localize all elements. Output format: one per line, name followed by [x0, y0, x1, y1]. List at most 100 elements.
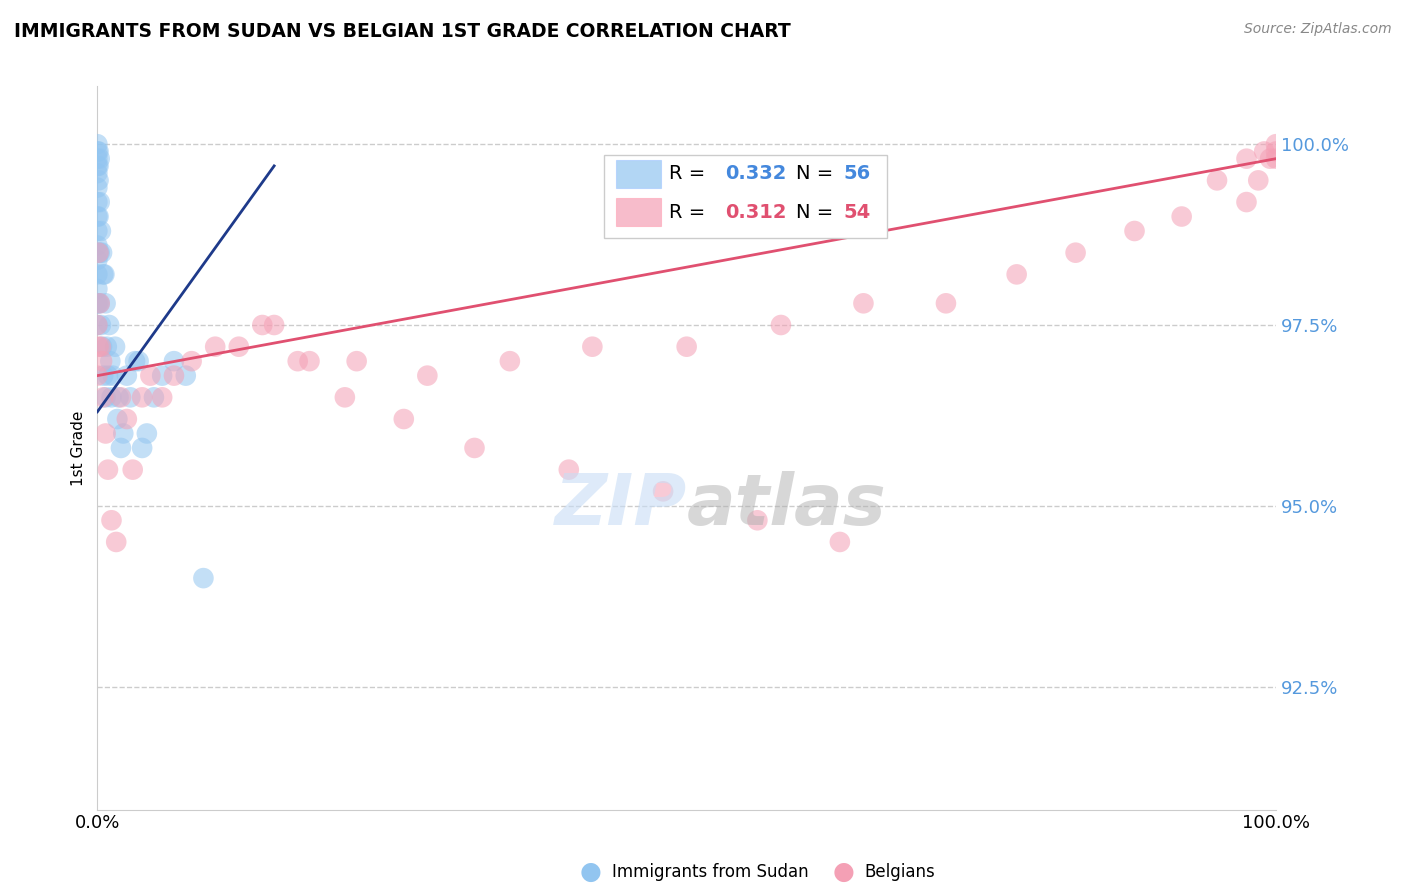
Point	[105, 535, 128, 549]
Point	[131, 390, 153, 404]
Point	[1236, 152, 1258, 166]
Point	[135, 426, 157, 441]
Point	[107, 390, 129, 404]
Point	[852, 296, 875, 310]
Point	[91, 390, 114, 404]
Point	[558, 463, 581, 477]
Point	[142, 390, 165, 404]
Point	[252, 318, 274, 332]
Point	[90, 224, 112, 238]
Point	[87, 173, 110, 187]
Point	[204, 340, 226, 354]
Point	[91, 340, 114, 354]
Point	[86, 252, 108, 267]
Point	[110, 390, 132, 404]
Text: Belgians: Belgians	[865, 863, 935, 881]
Point	[416, 368, 439, 383]
Point	[1005, 268, 1028, 282]
Point	[93, 268, 115, 282]
Point	[392, 412, 415, 426]
Point	[94, 426, 117, 441]
Point	[747, 513, 769, 527]
Point	[1265, 145, 1288, 159]
Text: 54: 54	[844, 202, 870, 222]
Text: Source: ZipAtlas.com: Source: ZipAtlas.com	[1244, 22, 1392, 37]
Point	[1236, 195, 1258, 210]
Point	[86, 210, 108, 224]
Point	[1064, 245, 1087, 260]
FancyBboxPatch shape	[616, 198, 661, 226]
Point	[1206, 173, 1229, 187]
Text: N =: N =	[796, 164, 839, 184]
Point	[120, 390, 142, 404]
Point	[91, 268, 114, 282]
Point	[94, 296, 117, 310]
Point	[346, 354, 368, 368]
Y-axis label: 1st Grade: 1st Grade	[72, 410, 86, 485]
Point	[101, 368, 124, 383]
Point	[112, 426, 135, 441]
Point	[98, 318, 121, 332]
Point	[89, 195, 111, 210]
Point	[87, 145, 110, 159]
Point	[1265, 137, 1288, 152]
Point	[193, 571, 215, 585]
Point	[163, 368, 186, 383]
Point	[105, 412, 128, 426]
Point	[675, 340, 697, 354]
Text: atlas: atlas	[686, 471, 886, 541]
Point	[87, 296, 110, 310]
Point	[87, 340, 110, 354]
Text: R =: R =	[669, 202, 711, 222]
Point	[96, 340, 118, 354]
Point	[463, 441, 485, 455]
Point	[100, 513, 122, 527]
Point	[86, 180, 108, 194]
Point	[86, 145, 108, 159]
Point	[91, 368, 114, 383]
Point	[769, 318, 792, 332]
FancyBboxPatch shape	[605, 155, 887, 238]
Text: ●: ●	[832, 861, 855, 884]
Point	[1170, 210, 1192, 224]
Point	[287, 354, 309, 368]
Point	[86, 238, 108, 252]
Point	[150, 390, 173, 404]
Point	[115, 412, 138, 426]
Point	[89, 296, 111, 310]
Point	[86, 318, 108, 332]
Point	[228, 340, 250, 354]
Point	[333, 390, 356, 404]
Point	[86, 296, 108, 310]
Point	[128, 354, 150, 368]
Point	[90, 318, 112, 332]
Point	[91, 354, 114, 368]
Point	[652, 484, 675, 499]
Point	[87, 159, 110, 173]
Point	[828, 535, 851, 549]
Text: ZIP: ZIP	[554, 471, 686, 541]
Point	[124, 354, 146, 368]
Point	[104, 340, 127, 354]
Text: 0.312: 0.312	[725, 202, 787, 222]
Point	[174, 368, 197, 383]
Point	[86, 268, 108, 282]
Point	[1258, 152, 1281, 166]
Point	[87, 245, 110, 260]
Text: R =: R =	[669, 164, 711, 184]
Point	[86, 368, 108, 383]
Point	[86, 195, 108, 210]
Point	[97, 368, 120, 383]
FancyBboxPatch shape	[616, 161, 661, 187]
Text: 56: 56	[844, 164, 870, 184]
Point	[180, 354, 202, 368]
Point	[115, 368, 138, 383]
Point	[139, 368, 162, 383]
Point	[150, 368, 173, 383]
Point	[1265, 152, 1288, 166]
Point	[90, 340, 112, 354]
Text: IMMIGRANTS FROM SUDAN VS BELGIAN 1ST GRADE CORRELATION CHART: IMMIGRANTS FROM SUDAN VS BELGIAN 1ST GRA…	[14, 22, 790, 41]
Text: ●: ●	[579, 861, 602, 884]
Point	[581, 340, 603, 354]
Point	[121, 463, 143, 477]
